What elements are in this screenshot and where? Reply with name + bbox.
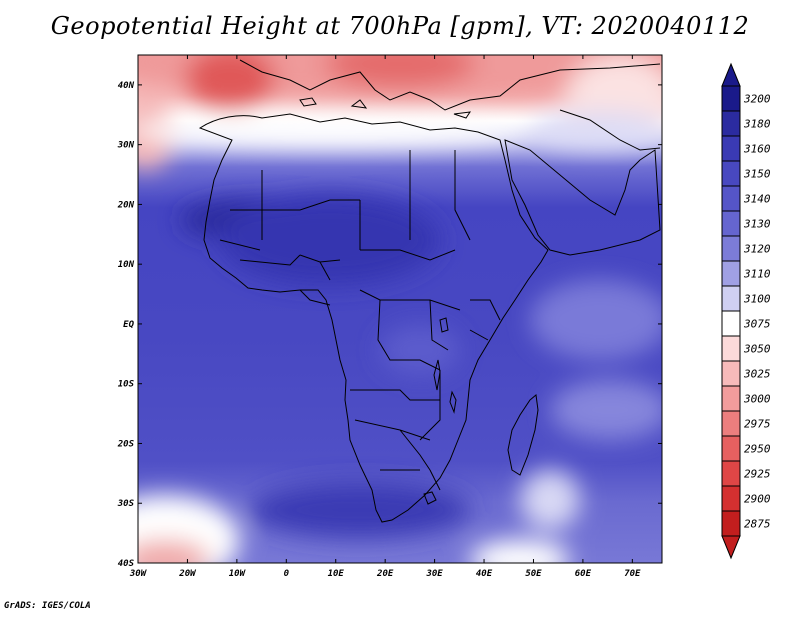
colorbar-segment bbox=[721, 185, 741, 212]
colorbar-label: 3120 bbox=[743, 243, 771, 256]
lon-label: 10E bbox=[328, 569, 345, 579]
grads-credit: GrADS: IGES/COLA bbox=[4, 601, 91, 611]
lat-label: 40S bbox=[118, 559, 135, 569]
lat-label: 10S bbox=[118, 380, 135, 390]
colorbar-bottom-arrow bbox=[721, 535, 741, 560]
lat-label: 30N bbox=[117, 141, 135, 151]
colorbar-label: 3160 bbox=[743, 143, 771, 156]
colorbar-segment bbox=[721, 110, 741, 137]
colorbar-segment bbox=[721, 385, 741, 412]
colorbar-segment bbox=[721, 310, 741, 337]
colorbar-label: 3150 bbox=[743, 168, 771, 181]
colorbar-label: 3100 bbox=[743, 293, 771, 306]
colorbar-label: 3000 bbox=[743, 393, 771, 406]
colorbar-segment bbox=[721, 260, 741, 287]
lat-label: 40N bbox=[118, 81, 135, 91]
colorbar-label: 2900 bbox=[744, 493, 771, 506]
colorbar-segment bbox=[721, 160, 741, 187]
lon-label: 30W bbox=[129, 569, 148, 579]
lon-label: 60E bbox=[575, 569, 592, 579]
colorbar-label: 2975 bbox=[744, 418, 771, 431]
colorbar-segment bbox=[721, 135, 741, 162]
lon-label: 30E bbox=[425, 569, 443, 579]
colorbar-label: 3130 bbox=[743, 218, 771, 231]
lat-label: 10N bbox=[118, 260, 135, 270]
colorbar-label: 3025 bbox=[743, 368, 771, 381]
colorbar-label: 3140 bbox=[743, 193, 771, 206]
colorbar-segment bbox=[721, 235, 741, 262]
colorbar-label: 3050 bbox=[743, 343, 771, 356]
latitude-axis: 40N 30N 20N 10N EQ 10S 20S 30S 40S bbox=[117, 81, 662, 569]
map-panel bbox=[138, 55, 662, 563]
colorbar-segment bbox=[721, 210, 741, 237]
colorbar-label: 3200 bbox=[743, 93, 771, 106]
longitude-axis: 30W 20W 10W 0 10E 20E 30E 40E 50E 60E 70E bbox=[129, 55, 641, 579]
lat-label: EQ bbox=[123, 320, 134, 330]
colorbar-top-arrow bbox=[721, 62, 741, 87]
colorbar-segment bbox=[721, 510, 741, 537]
lon-label: 70E bbox=[624, 569, 641, 579]
colorbar-label: 2950 bbox=[744, 443, 771, 456]
colorbar-label: 3180 bbox=[743, 118, 771, 131]
map-frame bbox=[137, 54, 663, 564]
coastlines bbox=[198, 59, 661, 523]
colorbar-label: 3075 bbox=[743, 318, 771, 331]
colorbar-label: 2925 bbox=[744, 468, 771, 481]
lon-label: 50E bbox=[525, 569, 542, 579]
colorbar-segment bbox=[721, 410, 741, 437]
colorbar-label: 3110 bbox=[743, 268, 771, 281]
lat-label: 20N bbox=[117, 200, 135, 210]
colorbar-segment bbox=[721, 360, 741, 387]
lon-label: 0 bbox=[284, 569, 290, 579]
lon-label: 20E bbox=[376, 569, 394, 579]
field-anomalies bbox=[138, 55, 662, 563]
lon-label: 40E bbox=[476, 569, 493, 579]
colorbar: 3200 3180 3160 3150 3140 3130 3120 3110 3100 3075… bbox=[721, 62, 771, 560]
colorbar-segment bbox=[721, 85, 741, 112]
colorbar-segment bbox=[721, 435, 741, 462]
lat-label: 30S bbox=[117, 499, 135, 509]
colorbar-label: 2875 bbox=[744, 518, 771, 531]
lon-label: 10W bbox=[229, 569, 247, 579]
colorbar-segment bbox=[721, 460, 741, 487]
lat-label: 20S bbox=[117, 439, 135, 449]
colorbar-segment bbox=[721, 335, 741, 362]
colorbar-segment bbox=[721, 285, 741, 312]
colorbar-segment bbox=[721, 485, 741, 512]
lon-label: 20W bbox=[178, 569, 197, 579]
map-title: Geopotential Height at 700hPa [gpm], VT:… bbox=[50, 12, 750, 40]
